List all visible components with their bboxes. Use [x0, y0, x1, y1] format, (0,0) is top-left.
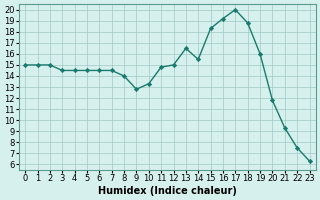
X-axis label: Humidex (Indice chaleur): Humidex (Indice chaleur): [98, 186, 237, 196]
